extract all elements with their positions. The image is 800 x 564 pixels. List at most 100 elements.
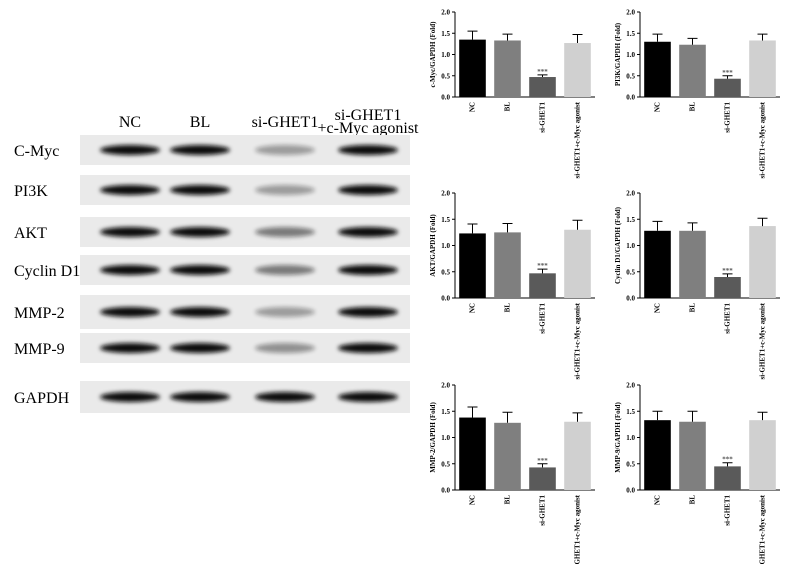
y-tick-label: 1.5 — [441, 408, 450, 416]
significance: *** — [537, 68, 548, 76]
x-tick-label: si-GHET1 — [539, 303, 547, 334]
y-tick-label: 0.5 — [441, 268, 450, 276]
error-bar — [467, 30, 478, 40]
bar — [714, 466, 741, 490]
bar — [679, 230, 706, 298]
bar-chart: MMP-2/GAPDH (Fold) 0.0 0.5 1.0 1.5 2.0 NC BL ***… — [429, 382, 595, 564]
band — [255, 343, 315, 353]
y-tick-label: 0.5 — [626, 268, 635, 276]
y-axis-label: Cyclin D1/GAPDH (Fold) — [614, 206, 622, 284]
y-axis-label: AKT/GAPDH (Fold) — [429, 214, 437, 277]
bar — [714, 277, 741, 298]
bar — [749, 40, 776, 97]
x-tick-label: NC — [469, 303, 477, 313]
y-tick-label: 0.5 — [626, 72, 635, 80]
x-tick-label: si-GHET1 — [539, 102, 547, 133]
x-tick-label: BL — [689, 495, 697, 505]
charts: c-Myc/GAPDH (Fold) 0.0 0.5 1.0 1.5 2.0 NC BL ***… — [429, 9, 780, 564]
error-bar — [572, 34, 583, 44]
band — [170, 227, 230, 237]
x-tick-label: NC — [469, 495, 477, 505]
y-axis-label: MMP-9/GAPDH (Fold) — [614, 402, 622, 473]
band — [100, 185, 160, 195]
y-tick-label: 2.0 — [441, 382, 450, 390]
bar — [749, 420, 776, 490]
bar — [564, 43, 591, 97]
band — [338, 265, 398, 275]
band — [255, 185, 315, 195]
row-label: MMP-9 — [14, 341, 65, 358]
row-label: C-Myc — [14, 143, 59, 160]
band — [338, 307, 398, 317]
error-bar — [502, 33, 513, 41]
significance: *** — [722, 69, 733, 77]
x-tick-label: NC — [469, 102, 477, 112]
error-bar — [537, 268, 548, 274]
bar — [564, 421, 591, 490]
bar — [459, 417, 486, 490]
y-tick-label: 1.0 — [441, 434, 450, 442]
x-tick-label: NC — [654, 102, 662, 112]
error-bar — [652, 33, 663, 42]
band — [255, 392, 315, 402]
significance: *** — [722, 456, 733, 464]
y-tick-label: 1.0 — [626, 434, 635, 442]
y-axis-label: PI3K/GAPDH (Fold) — [614, 22, 622, 86]
band — [338, 185, 398, 195]
x-tick-label: si-GHET1 — [724, 303, 732, 334]
y-tick-label: 0.0 — [626, 94, 635, 102]
bar-chart: c-Myc/GAPDH (Fold) 0.0 0.5 1.0 1.5 2.0 NC BL ***… — [429, 9, 595, 179]
error-bar — [722, 462, 733, 467]
band — [255, 227, 315, 237]
lane-label: BL — [190, 114, 210, 131]
y-tick-label: 1.5 — [626, 216, 635, 224]
band — [338, 227, 398, 237]
row-label: MMP-2 — [14, 305, 65, 322]
x-tick-label: BL — [504, 102, 512, 112]
row-label: PI3K — [14, 183, 48, 200]
error-bar — [652, 410, 663, 421]
band — [100, 392, 160, 402]
bar-chart: PI3K/GAPDH (Fold) 0.0 0.5 1.0 1.5 2.0 NC BL *** s… — [614, 9, 780, 179]
x-tick-label: BL — [689, 303, 697, 313]
x-tick-label: BL — [504, 495, 512, 505]
y-tick-label: 2.0 — [441, 9, 450, 17]
band — [100, 265, 160, 275]
band — [338, 343, 398, 353]
error-bar — [722, 75, 733, 79]
bar-chart: Cyclin D1/GAPDH (Fold) 0.0 0.5 1.0 1.5 2.0 NC B… — [614, 190, 780, 380]
band — [170, 392, 230, 402]
y-tick-label: 2.0 — [626, 190, 635, 198]
bar — [529, 467, 556, 490]
band — [100, 145, 160, 155]
bar — [714, 78, 741, 97]
bar — [644, 420, 671, 490]
error-bar — [572, 412, 583, 422]
y-tick-label: 0.5 — [626, 460, 635, 468]
bar — [749, 226, 776, 298]
western-blot: NC BL si-GHET1 si-GHET1+c-Myc agonist C-Myc P… — [14, 107, 419, 413]
band — [255, 265, 315, 275]
error-bar — [467, 406, 478, 418]
error-bar — [687, 410, 698, 422]
y-tick-label: 0.0 — [441, 487, 450, 495]
error-bar — [757, 411, 768, 421]
bar — [644, 230, 671, 298]
bar — [679, 421, 706, 490]
error-bar — [537, 74, 548, 78]
band — [170, 343, 230, 353]
lane-label: si-GHET1 — [252, 114, 319, 131]
bar — [529, 77, 556, 97]
y-tick-label: 0.5 — [441, 72, 450, 80]
y-tick-label: 1.0 — [626, 51, 635, 59]
y-tick-label: 1.5 — [441, 216, 450, 224]
lane-label: +c-Myc agonist — [318, 120, 420, 137]
x-tick-label: si-GHET1+c-Myc agonist — [759, 494, 767, 564]
y-tick-label: 1.0 — [626, 242, 635, 250]
y-tick-label: 0.0 — [626, 487, 635, 495]
band — [170, 185, 230, 195]
row-label: GAPDH — [14, 390, 70, 407]
error-bar — [687, 37, 698, 45]
bar — [644, 41, 671, 97]
